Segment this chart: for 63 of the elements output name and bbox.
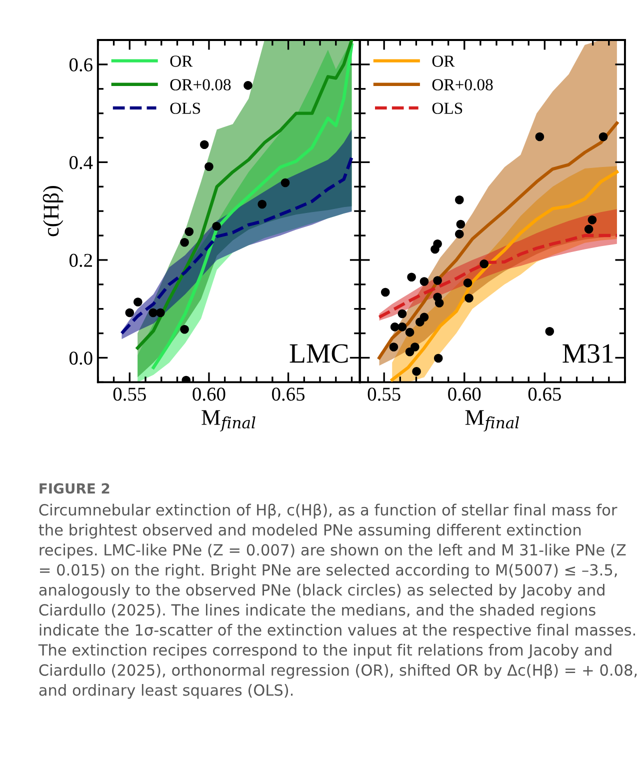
point (390, 322, 400, 332)
x-tick-label: 0.60 (192, 388, 226, 401)
point (180, 325, 189, 334)
point (464, 294, 474, 302)
point (407, 272, 416, 282)
point (434, 298, 444, 308)
point (200, 140, 209, 149)
point (389, 342, 398, 352)
point (463, 278, 472, 288)
point (380, 288, 390, 297)
point (148, 308, 158, 318)
point (204, 162, 214, 171)
legend-label: OR+0.08 (432, 79, 493, 90)
point (455, 230, 464, 238)
x-tick-label: 0.55 (113, 388, 146, 401)
point (598, 132, 608, 142)
y-tick-label: 0.4 (69, 156, 93, 170)
x-tick-label: 0.65 (272, 388, 305, 401)
point (212, 222, 221, 231)
point (545, 326, 554, 336)
point (412, 367, 421, 376)
point (410, 342, 420, 352)
y-tick-label: 0.6 (69, 58, 92, 72)
point (535, 132, 544, 142)
point (584, 224, 594, 234)
point (280, 178, 290, 188)
x-axis-title: M$_{final}$ (202, 410, 256, 432)
y-axis-title: c(Hβ) (42, 186, 64, 236)
legend-label: OR+0.08 (170, 79, 231, 90)
legend-label: OLS (170, 102, 200, 114)
point (455, 195, 464, 204)
point (184, 227, 194, 236)
point (156, 308, 165, 318)
legend-label: OLS (432, 102, 462, 114)
point (398, 322, 407, 332)
point (398, 309, 407, 318)
x-tick-label: 0.65 (528, 388, 561, 401)
point (125, 308, 134, 318)
x-axis-title: M$_{final}$ (465, 410, 520, 432)
caption: FIGURE 2 (40, 483, 110, 494)
point (588, 216, 597, 224)
point (433, 276, 442, 285)
annotation: M31 (562, 344, 613, 363)
line-series (120, 156, 354, 335)
annotation: LMC (290, 344, 348, 363)
point (244, 81, 252, 90)
text: Circumnebular extinction of Hβ, c(Hβ), as a function of stellar final mass for the brightest observed and modeled PNe assuming different extinction recipes. LMC-like PNe (Z = 0.007) are shown on the left and M 31-like PNe (Z = 0.015) on the right. Bright PNe are selected according to M(5007) ≤ –3.5, analogously to the observed PNe (black circles) as selected by Jacoby and Ciardullo (2025). The lines indicate the medians, and the shaded regions indicate the 1σ-scatter of the extinction values at the respective final masses. The extinction recipes correspond to the input fit relations from Jacoby and Ciardullo (2025), orthonormal regression (OR), shifted OR by Δc(Hβ) = + 0.08, and ordinary least squares (OLS). (38, 504, 637, 699)
x-tick-label: 0.60 (448, 388, 481, 401)
point (434, 354, 443, 363)
point (420, 277, 429, 286)
point (258, 200, 267, 209)
legend-label: OR (170, 56, 193, 67)
point (433, 239, 442, 248)
point (456, 220, 466, 229)
point (180, 238, 189, 247)
y-tick-label: 0.0 (69, 352, 92, 365)
point (420, 312, 429, 322)
legend-label: OR (432, 56, 455, 67)
point (405, 328, 414, 337)
y-tick-label: 0.2 (69, 254, 92, 267)
point (134, 298, 142, 306)
point (480, 259, 489, 268)
x-tick-label: 0.55 (368, 388, 400, 401)
